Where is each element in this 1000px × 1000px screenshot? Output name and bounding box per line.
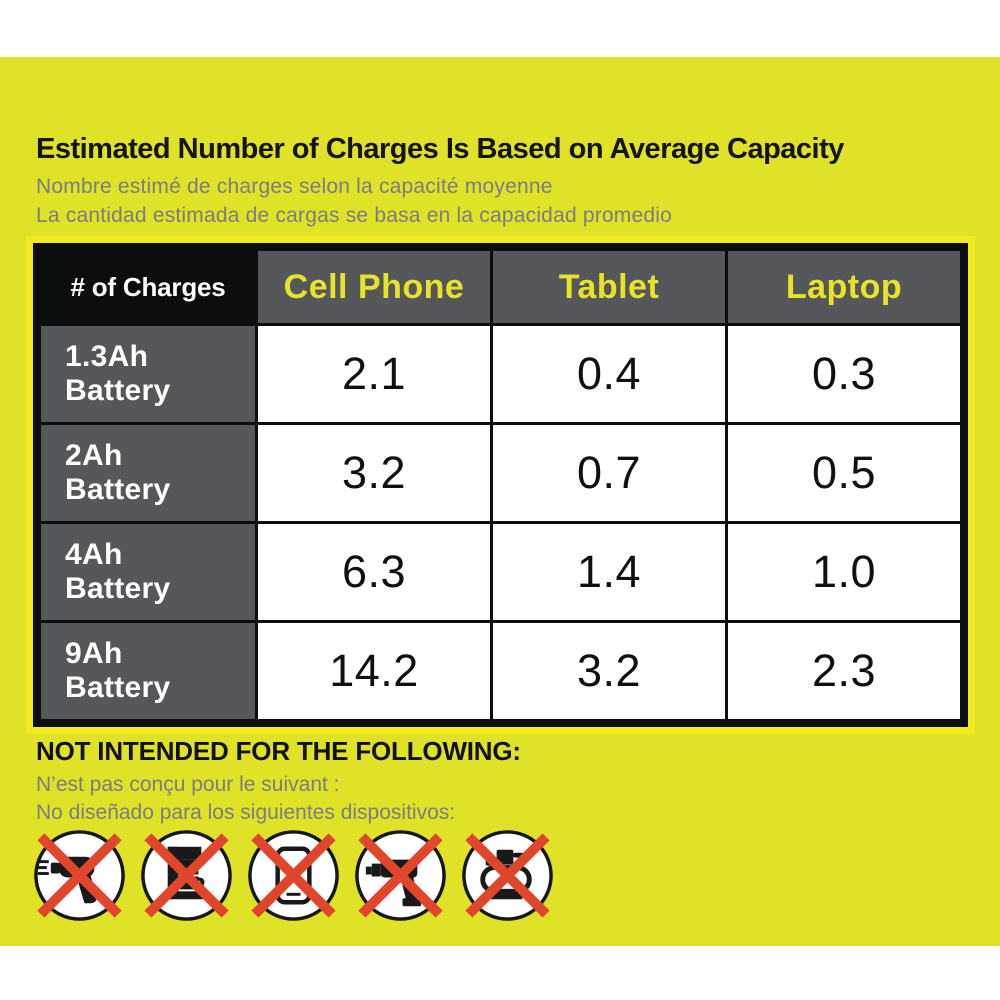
column-header-tablet: Tablet: [493, 251, 725, 323]
no-air-compressor-icon: [458, 826, 557, 925]
red-x-mark: [358, 833, 443, 918]
value-1-3ah-laptop: 0.3: [728, 326, 960, 422]
value-4ah-cell-phone: 6.3: [258, 524, 490, 620]
not-intended-french: N’est pas conçu pour le suivant :: [36, 773, 340, 796]
red-x-mark: [37, 833, 122, 918]
red-x-mark: [465, 833, 550, 918]
battery-word-label: Battery: [65, 572, 171, 605]
value-4ah-tablet: 1.4: [493, 524, 725, 620]
value-2ah-cell-phone: 3.2: [258, 425, 490, 521]
column-header-laptop: Laptop: [728, 251, 960, 323]
subtitle-french: Nombre estimé de charges selon la capaci…: [36, 175, 553, 198]
not-intended-block: NOT INTENDED FOR THE FOLLOWING: N’est pa…: [36, 736, 521, 825]
value-1-3ah-tablet: 0.4: [493, 326, 725, 422]
value-2ah-tablet: 0.7: [493, 425, 725, 521]
battery-size-label: 9Ah: [65, 637, 123, 671]
value-1-3ah-cell-phone: 2.1: [258, 326, 490, 422]
battery-word-label: Battery: [65, 473, 171, 506]
tablet-glyph: [275, 846, 312, 905]
no-hair-dryer-icon: [30, 826, 129, 925]
charges-table: # of Charges Cell Phone Tablet Laptop 1.…: [33, 243, 968, 727]
row-header-2ah-battery: 2Ah Battery: [41, 425, 255, 521]
battery-size-label: 2Ah: [65, 439, 123, 473]
not-intended-spanish: No diseñado para los siguientes disposit…: [36, 801, 456, 824]
row-header-4ah-battery: 4Ah Battery: [41, 524, 255, 620]
no-coffee-maker-icon: [137, 826, 236, 925]
no-power-drill-icon: [351, 826, 450, 925]
table-corner-header: # of Charges: [41, 251, 255, 323]
column-header-cell-phone: Cell Phone: [258, 251, 490, 323]
not-intended-title: NOT INTENDED FOR THE FOLLOWING:: [36, 736, 521, 766]
value-9ah-laptop: 2.3: [728, 623, 960, 719]
prohibited-devices-row: [30, 826, 557, 925]
battery-word-label: Battery: [65, 671, 171, 704]
battery-size-label: 1.3Ah: [65, 340, 149, 374]
value-9ah-tablet: 3.2: [493, 623, 725, 719]
red-x-mark: [144, 833, 229, 918]
battery-word-label: Battery: [65, 374, 171, 407]
value-4ah-laptop: 1.0: [728, 524, 960, 620]
title-block: Estimated Number of Charges Is Based on …: [36, 133, 986, 228]
no-tablet-device-icon: [244, 826, 343, 925]
subtitle-spanish: La cantidad estimada de cargas se basa e…: [36, 204, 673, 227]
page-title: Estimated Number of Charges Is Based on …: [36, 133, 844, 165]
row-header-1-3ah-battery: 1.3Ah Battery: [41, 326, 255, 422]
row-header-9ah-battery: 9Ah Battery: [41, 623, 255, 719]
battery-size-label: 4Ah: [65, 538, 123, 572]
value-2ah-laptop: 0.5: [728, 425, 960, 521]
value-9ah-cell-phone: 14.2: [258, 623, 490, 719]
red-x-mark: [251, 833, 336, 918]
